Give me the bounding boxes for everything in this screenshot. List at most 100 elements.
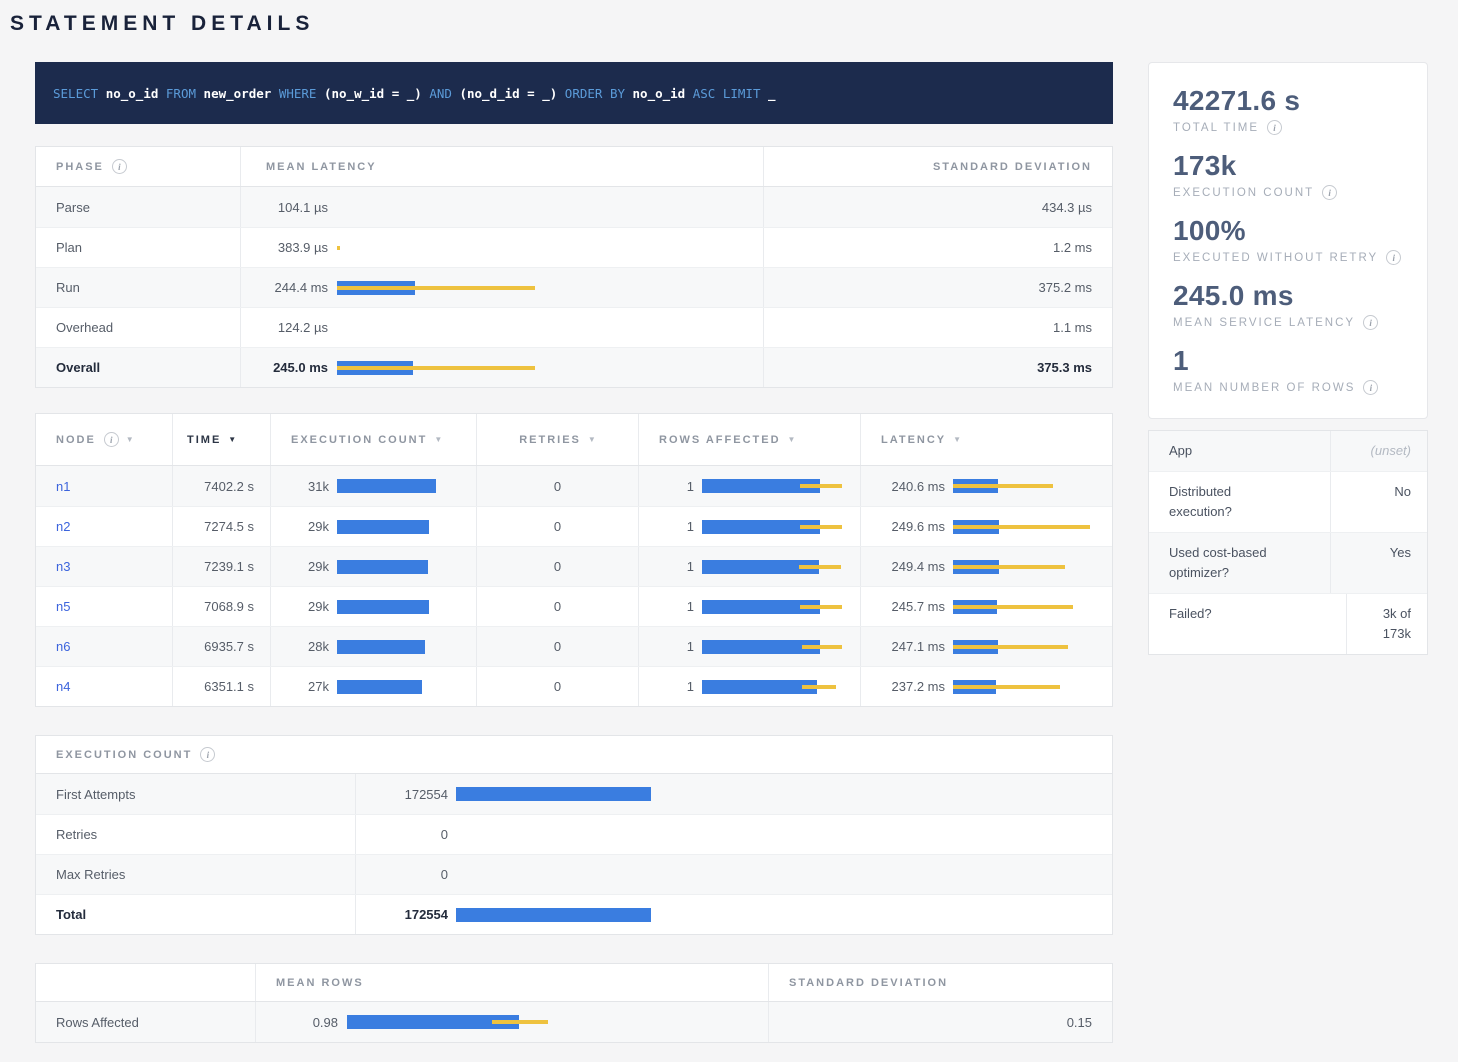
stat-value: 1	[1173, 345, 1403, 377]
detail-value: Yes	[1331, 533, 1427, 593]
table-row: n17402.2 s31k01240.6 ms	[36, 466, 1112, 506]
std-dev-value: 434.3 µs	[1042, 200, 1092, 215]
node-rows: n17402.2 s31k01240.6 msn27274.5 s29k0124…	[36, 466, 1112, 706]
sort-icon[interactable]: ▼	[588, 435, 596, 444]
rows-affected-table: MEAN ROWS STANDARD DEVIATION Rows Affect…	[35, 963, 1113, 1043]
node-retries-value: 0	[554, 559, 561, 574]
rows-affected-header-cell[interactable]: ROWS AFFECTED ▼	[639, 414, 861, 465]
node-rows-value: 1	[647, 639, 694, 654]
sql-identifier: new_order	[204, 86, 279, 101]
node-retries-value: 0	[554, 519, 561, 534]
exec-row-value: 172554	[356, 907, 448, 922]
phase-table-header: PHASE i MEAN LATENCY STANDARD DEVIATION	[36, 147, 1112, 187]
statement-fingerprint: SELECT no_o_id FROM new_order WHERE (no_…	[35, 62, 1113, 124]
info-icon[interactable]: i	[1363, 315, 1378, 330]
node-header-label: NODE	[56, 434, 96, 446]
sort-icon[interactable]: ▼	[434, 435, 442, 444]
detail-value: (unset)	[1331, 431, 1427, 471]
node-link[interactable]: n3	[56, 559, 70, 574]
mean-rows-bar	[347, 1014, 768, 1030]
page-title: STATEMENT DETAILS	[0, 0, 1458, 62]
info-icon[interactable]: i	[200, 747, 215, 762]
std-dev-value: 1.1 ms	[1053, 320, 1092, 335]
std-dev-value: 1.2 ms	[1053, 240, 1092, 255]
node-time-value: 6935.7 s	[204, 639, 254, 654]
sort-icon[interactable]: ▼	[126, 435, 134, 444]
detail-row-distributed: Distributed execution? No	[1149, 471, 1427, 532]
std-dev-header-label: STANDARD DEVIATION	[933, 161, 1092, 173]
sql-keyword: SELECT	[53, 86, 106, 101]
exec-row-value: 172554	[356, 787, 448, 802]
latency-bar	[337, 199, 763, 215]
sql-keyword: ORDER BY	[565, 86, 633, 101]
sql-identifier: no_o_id	[633, 86, 693, 101]
phase-table: PHASE i MEAN LATENCY STANDARD DEVIATION …	[35, 146, 1113, 388]
info-icon[interactable]: i	[104, 432, 119, 447]
latency-bar	[953, 639, 1112, 655]
node-retries-value: 0	[554, 599, 561, 614]
node-latency-value: 249.4 ms	[869, 559, 945, 574]
exec-row-label: First Attempts	[56, 787, 135, 802]
mean-latency-value: 244.4 ms	[266, 280, 328, 295]
detail-label: App	[1149, 431, 1331, 471]
count-bar	[337, 559, 476, 575]
sql-keyword: LIMIT	[723, 86, 768, 101]
exec-row-label: Retries	[56, 827, 97, 842]
table-row: n66935.7 s28k01247.1 ms	[36, 626, 1112, 666]
node-link[interactable]: n4	[56, 679, 70, 694]
rows-bar	[702, 519, 860, 535]
node-count-value: 29k	[279, 519, 329, 534]
std-dev-value: 375.2 ms	[1039, 280, 1092, 295]
std-dev-header-label: STANDARD DEVIATION	[789, 977, 948, 989]
sort-icon[interactable]: ▼	[228, 435, 236, 444]
node-header-cell[interactable]: NODE i ▼	[36, 414, 173, 465]
detail-label: Failed?	[1149, 594, 1347, 654]
main-column: SELECT no_o_id FROM new_order WHERE (no_…	[35, 62, 1113, 1043]
table-row: n46351.1 s27k01237.2 ms	[36, 666, 1112, 706]
execution-count-header-label: EXECUTION COUNT	[291, 434, 427, 446]
execution-count-header-cell[interactable]: EXECUTION COUNT ▼	[271, 414, 477, 465]
node-latency-value: 237.2 ms	[869, 679, 945, 694]
stat-value: 100%	[1173, 215, 1403, 247]
node-link[interactable]: n2	[56, 519, 70, 534]
stat-mean-number-of-rows: 1 MEAN NUMBER OF ROWSi	[1173, 345, 1403, 395]
node-link[interactable]: n6	[56, 639, 70, 654]
node-link[interactable]: n1	[56, 479, 70, 494]
count-bar	[456, 867, 1112, 883]
sidebar: 42271.6 s TOTAL TIMEi 173k EXECUTION COU…	[1148, 62, 1428, 1043]
latency-bar	[337, 320, 763, 336]
phase-label: Parse	[56, 200, 90, 215]
exec-row-value: 0	[356, 867, 448, 882]
info-icon[interactable]: i	[1322, 185, 1337, 200]
rows-affected-header-label: ROWS AFFECTED	[659, 434, 781, 446]
info-icon[interactable]: i	[1363, 380, 1378, 395]
table-row: Parse 104.1 µs 434.3 µs	[36, 187, 1112, 227]
mean-rows-value: 0.98	[276, 1015, 338, 1030]
retries-header-cell[interactable]: RETRIES ▼	[477, 414, 639, 465]
summary-stats-card: 42271.6 s TOTAL TIMEi 173k EXECUTION COU…	[1148, 62, 1428, 419]
count-bar	[337, 639, 476, 655]
node-link[interactable]: n5	[56, 599, 70, 614]
phase-header-cell[interactable]: PHASE i	[36, 147, 241, 186]
mean-latency-value: 383.9 µs	[266, 240, 328, 255]
node-retries-value: 0	[554, 639, 561, 654]
info-icon[interactable]: i	[1386, 250, 1401, 265]
info-icon[interactable]: i	[112, 159, 127, 174]
time-header-label: TIME	[187, 434, 221, 446]
retries-header-label: RETRIES	[519, 434, 581, 446]
rows-affected-label: Rows Affected	[56, 1015, 139, 1030]
time-header-cell[interactable]: TIME ▼	[173, 414, 271, 465]
node-rows-value: 1	[647, 599, 694, 614]
latency-header-cell[interactable]: LATENCY ▼	[861, 414, 1112, 465]
node-count-value: 29k	[279, 599, 329, 614]
stat-execution-count: 173k EXECUTION COUNTi	[1173, 150, 1403, 200]
stat-value: 173k	[1173, 150, 1403, 182]
info-icon[interactable]: i	[1267, 120, 1282, 135]
node-time-value: 7402.2 s	[204, 479, 254, 494]
node-count-value: 27k	[279, 679, 329, 694]
std-dev-value: 375.3 ms	[1037, 360, 1092, 375]
count-bar	[456, 786, 1112, 802]
rows-bar	[702, 679, 860, 695]
sort-icon[interactable]: ▼	[953, 435, 961, 444]
sort-icon[interactable]: ▼	[788, 435, 796, 444]
